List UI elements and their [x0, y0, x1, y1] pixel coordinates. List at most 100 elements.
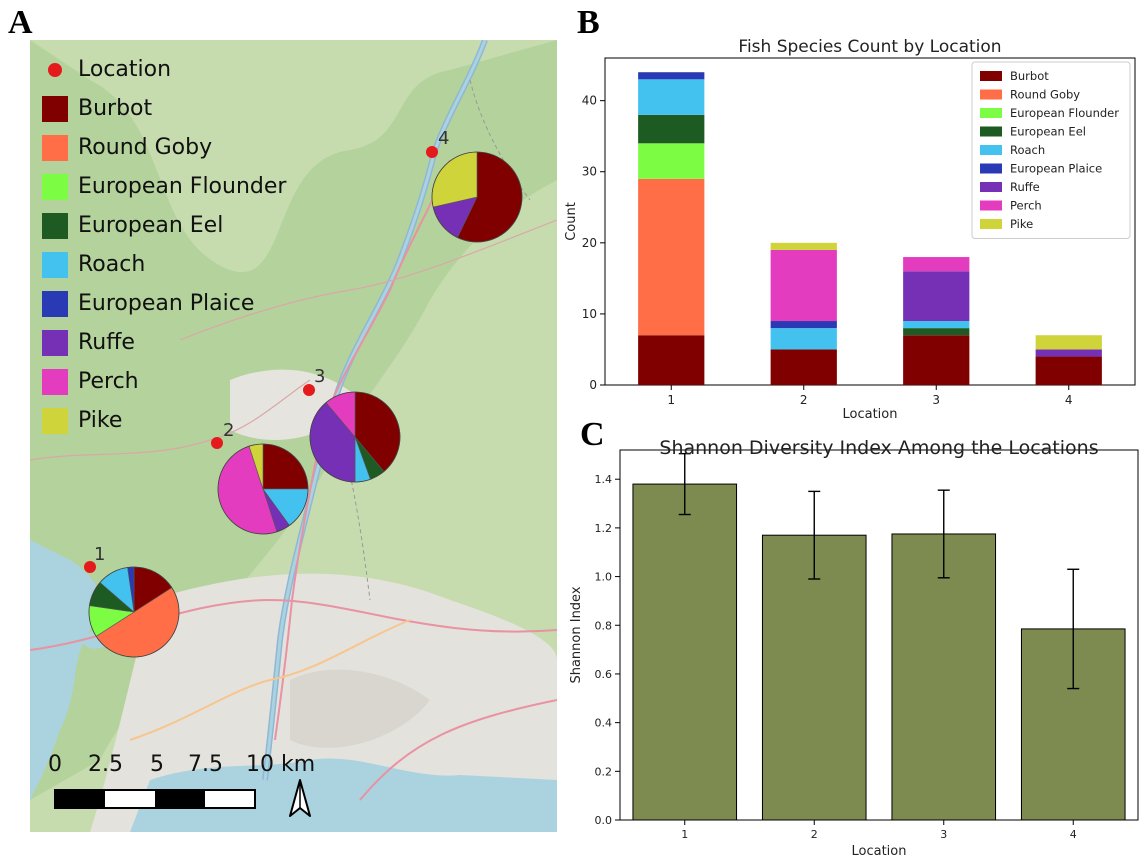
north-arrow-icon: [289, 779, 311, 817]
legend-label: Perch: [78, 369, 139, 394]
legend-item: Pike: [42, 401, 286, 440]
legend-swatch: [42, 251, 68, 278]
location-marker-icon: [84, 561, 96, 573]
x-tick-label: 2: [800, 393, 808, 407]
y-tick-label: 20: [582, 236, 597, 250]
legend-swatch: [980, 145, 1002, 155]
legend-swatch: [980, 200, 1002, 211]
legend-swatch: [42, 173, 68, 200]
site-label-1: 1: [94, 544, 106, 565]
legend-label: European Plaice: [78, 291, 255, 316]
legend-label: European Flounder: [1010, 106, 1119, 120]
map-legend: Location Burbot Round Goby European Flounde…: [42, 50, 286, 440]
y-tick-label: 0.6: [595, 668, 613, 681]
legend-swatch: [42, 329, 68, 356]
x-axis-label: Location: [852, 844, 907, 858]
legend-label: Burbot: [78, 96, 153, 121]
x-tick-label: 1: [667, 393, 675, 407]
scale-label: 7.5: [188, 752, 223, 777]
site-label-4: 4: [438, 128, 450, 149]
bar-segment: [770, 321, 837, 329]
bar-segment: [638, 335, 705, 385]
x-tick-label: 4: [1065, 393, 1073, 407]
panel-letter-c: C: [580, 416, 605, 453]
legend-item: Round Goby: [42, 128, 286, 167]
legend-item: European Eel: [42, 206, 286, 245]
legend-swatch: [42, 212, 68, 239]
y-tick-label: 1.2: [595, 522, 613, 535]
legend-item: European Flounder: [42, 167, 286, 206]
legend-label: Roach: [1010, 143, 1045, 157]
legend-label: European Plaice: [1010, 162, 1102, 176]
legend-swatch: [980, 219, 1002, 229]
site-label-2: 2: [223, 420, 235, 441]
y-tick-label: 0.4: [595, 717, 613, 730]
x-tick-label: 3: [940, 828, 947, 841]
legend-swatch: [42, 290, 68, 317]
bar-segment: [903, 321, 970, 329]
bar-segment: [1035, 335, 1102, 350]
legend-swatch: [980, 163, 1002, 174]
legend-label: Pike: [1010, 217, 1033, 231]
legend-swatch: [42, 95, 68, 122]
legend-swatch: [42, 134, 68, 161]
pie-outline: [431, 151, 523, 243]
x-tick-label: 4: [1070, 828, 1077, 841]
legend-swatch: [980, 89, 1002, 100]
y-tick-label: 30: [582, 165, 597, 179]
shannon-bar-chart: 0.0 0.2 0.4 0.6 0.8 1.0 1.2 1.4 1 2 3 4 Shannon Dive…: [569, 437, 1139, 858]
legend-label: Roach: [78, 252, 146, 277]
y-tick-label: 0: [589, 378, 597, 392]
pie-outline: [309, 391, 401, 483]
bar-segment: [770, 249, 837, 322]
bar-segment: [903, 271, 970, 322]
location-marker-icon: [303, 384, 315, 396]
map-background: [30, 40, 557, 832]
y-tick-label: 40: [582, 94, 597, 108]
y-tick-label: 0.2: [595, 765, 613, 778]
bar-segment: [903, 257, 970, 272]
pie-outline: [88, 566, 180, 658]
y-tick-label: 10: [582, 307, 597, 321]
legend-label: European Eel: [1010, 125, 1086, 139]
legend-item: European Plaice: [42, 284, 286, 323]
map-panel: Location Burbot Round Goby European Flounde…: [30, 40, 557, 832]
y-tick-label: 0.0: [595, 814, 613, 827]
site-label-3: 3: [314, 366, 326, 387]
bar-segment: [770, 349, 837, 385]
bar-segment: [903, 328, 970, 336]
chart-title: Shannon Diversity Index Among the Locati…: [659, 437, 1098, 459]
legend-item: Roach: [42, 245, 286, 284]
bar-segment: [903, 335, 970, 385]
legend-swatch: [980, 108, 1002, 118]
bar-segment: [638, 72, 705, 80]
y-tick-label: 0.8: [595, 619, 613, 632]
legend-item: Burbot: [42, 89, 286, 128]
legend-item: Perch: [42, 362, 286, 401]
y-axis-label: Count: [564, 202, 579, 241]
legend-label: Round Goby: [78, 135, 213, 160]
bar-segment: [638, 178, 705, 336]
location-marker-icon: [211, 437, 223, 449]
legend-label: Burbot: [1010, 69, 1049, 83]
bar-segment: [638, 143, 705, 179]
panel-letter-a: A: [8, 4, 33, 41]
location-marker-icon: [48, 62, 62, 77]
bar-segment: [638, 114, 705, 144]
y-tick-label: 1.0: [595, 571, 613, 584]
panel-letter-b: B: [577, 4, 600, 41]
legend-label: European Eel: [78, 213, 224, 238]
legend-label: European Flounder: [78, 174, 287, 199]
pie-outline: [217, 443, 309, 535]
chart-legend: [971, 61, 1131, 239]
legend-swatch: [980, 126, 1002, 137]
scale-label: 5: [150, 752, 164, 777]
x-tick-label: 2: [811, 828, 818, 841]
legend-label: Round Goby: [1010, 88, 1080, 102]
y-axis-label: Shannon Index: [569, 586, 584, 683]
x-tick-label: 3: [932, 393, 940, 407]
bar: [632, 483, 738, 821]
bar-segment: [1035, 349, 1102, 357]
legend-swatch: [980, 182, 1002, 192]
x-tick-label: 1: [681, 828, 688, 841]
